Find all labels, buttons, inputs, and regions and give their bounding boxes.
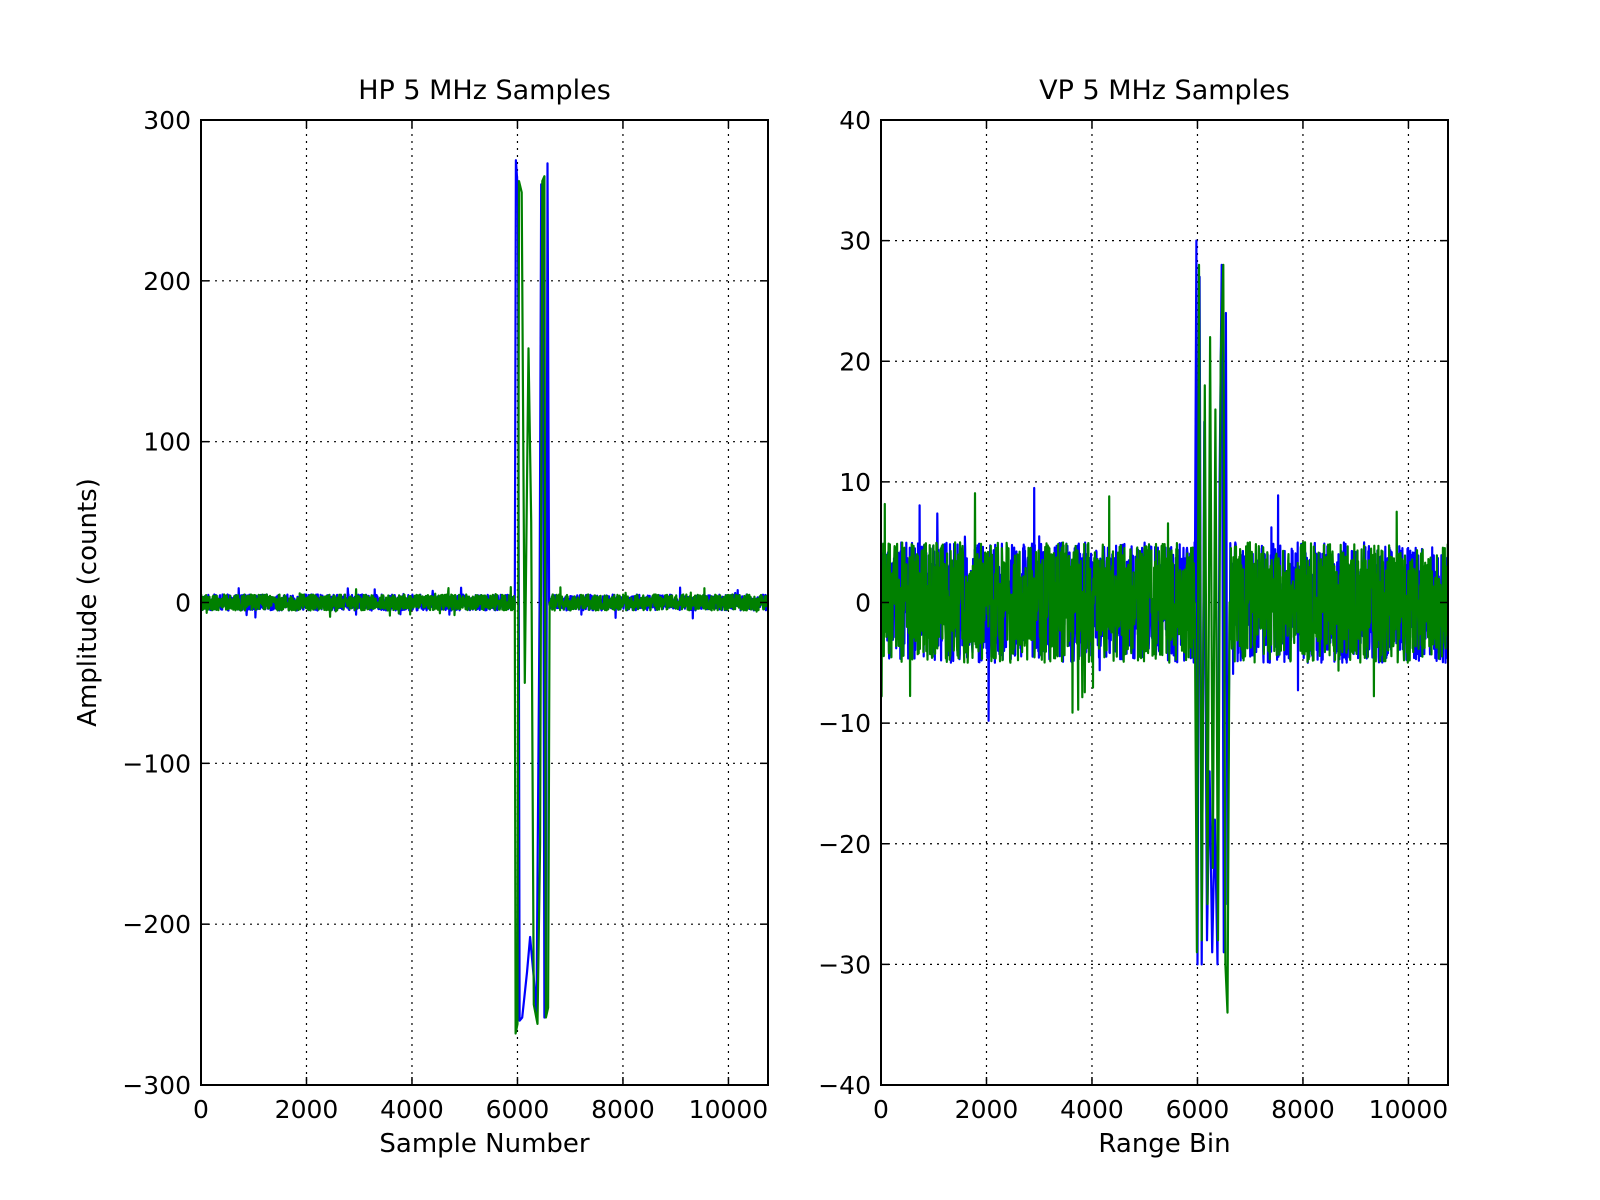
vp-x-tick-label: 0 (873, 1095, 889, 1124)
vp-x-tick-label: 2000 (955, 1095, 1019, 1124)
hp-y-tick-label: 300 (143, 106, 191, 135)
vp-x-tick-label: 6000 (1166, 1095, 1230, 1124)
hp-y-tick-label: −300 (122, 1071, 191, 1100)
vp-chart-title: VP 5 MHz Samples (1039, 75, 1290, 106)
hp-x-tick-label: 4000 (380, 1095, 444, 1124)
hp-x-axis-label: Sample Number (379, 1129, 590, 1159)
hp-panel: 0 2000 4000 6000 8000 10000 300 200 100 0 −100 −200… (73, 75, 769, 1159)
hp-y-tick-label: 200 (143, 267, 191, 296)
vp-x-tick-label: 8000 (1271, 1095, 1335, 1124)
hp-series-line-blue (201, 159, 768, 1022)
vp-y-tick-label: −10 (818, 709, 871, 738)
vp-x-tick-label: 10000 (1369, 1095, 1449, 1124)
vp-panel: 0 2000 4000 6000 8000 10000 40 30 20 10 0 −10 −20 −30… (818, 75, 1449, 1159)
vp-x-axis-label: Range Bin (1098, 1129, 1230, 1159)
vp-series-line-green (881, 263, 1448, 1014)
vp-y-tick-label: 30 (839, 227, 871, 256)
vp-x-tick-label: 4000 (1060, 1095, 1124, 1124)
hp-y-tick-label: −100 (122, 749, 191, 778)
hp-series-line-green (201, 175, 768, 1035)
hp-x-tick-label: 10000 (689, 1095, 769, 1124)
vp-y-tick-label: 0 (855, 589, 871, 618)
hp-chart-title: HP 5 MHz Samples (358, 75, 611, 106)
hp-y-tick-label: 0 (175, 589, 191, 618)
hp-y-tick-label: −200 (122, 910, 191, 939)
hp-y-tick-label: 100 (143, 428, 191, 457)
vp-y-tick-label: −20 (818, 830, 871, 859)
vp-y-tick-label: −40 (818, 1071, 871, 1100)
vp-y-tick-label: 20 (839, 347, 871, 376)
vp-y-tick-label: 40 (839, 106, 871, 135)
hp-x-tick-label: 2000 (275, 1095, 339, 1124)
hp-x-tick-label: 6000 (486, 1095, 550, 1124)
hp-x-tick-label: 8000 (591, 1095, 655, 1124)
vp-y-tick-label: −30 (818, 950, 871, 979)
hp-x-tick-label: 0 (193, 1095, 209, 1124)
vp-y-tick-label: 10 (839, 468, 871, 497)
vp-plot-frame (880, 119, 1449, 1086)
hp-plot-frame (200, 119, 769, 1086)
hp-y-axis-label: Amplitude (counts) (73, 478, 103, 727)
